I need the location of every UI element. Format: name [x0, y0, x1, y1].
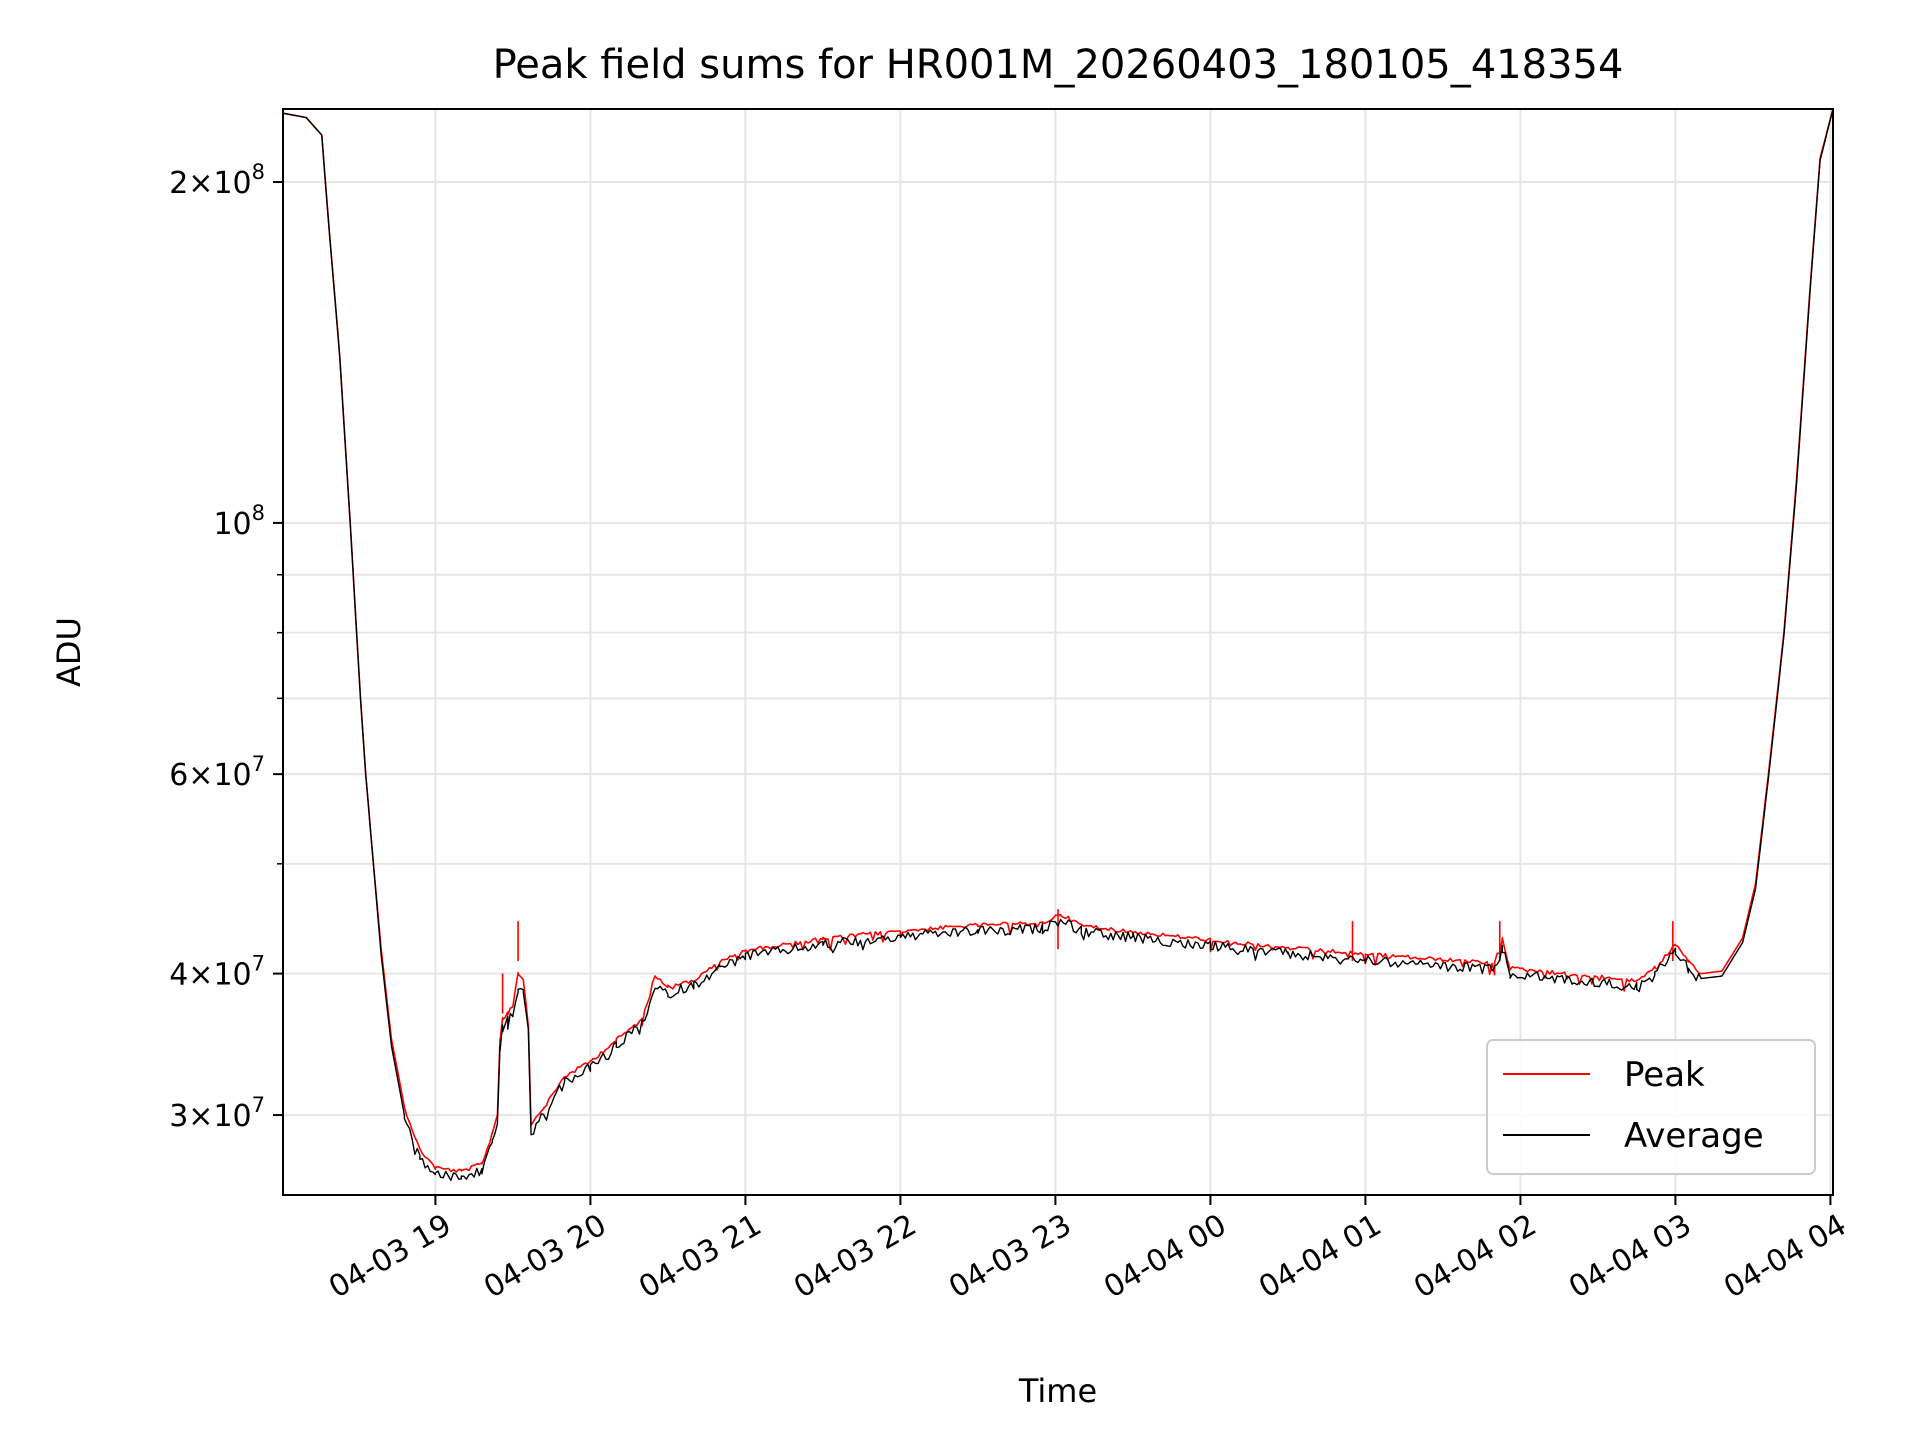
- chart-title: Peak field sums for HR001M_20260403_1801…: [493, 42, 1624, 88]
- y-tick-base: 3×10: [169, 1099, 251, 1134]
- legend-label-peak: Peak: [1624, 1055, 1705, 1095]
- y-tick-label: 4×107: [169, 952, 265, 993]
- y-tick-exponent: 7: [252, 1093, 265, 1117]
- y-tick-label: 3×107: [169, 1093, 265, 1134]
- y-tick-exponent: 8: [252, 160, 265, 184]
- legend-label-average: Average: [1624, 1116, 1764, 1156]
- series-line-average: [283, 109, 1833, 1181]
- series-group: [283, 109, 1833, 1181]
- y-tick-label: 108: [213, 501, 265, 542]
- y-tick-base: 4×10: [169, 958, 251, 993]
- plot-frame: [282, 108, 1834, 1196]
- y-tick-label: 6×107: [169, 752, 265, 793]
- legend: Peak Average: [1486, 1039, 1816, 1175]
- y-tick-base: 10: [213, 507, 251, 542]
- y-tick-base: 6×10: [169, 758, 251, 793]
- y-tick-exponent: 8: [252, 501, 265, 525]
- y-axis-label: ADU: [50, 617, 88, 687]
- y-tick-exponent: 7: [252, 952, 265, 976]
- y-tick-base: 2×10: [169, 166, 251, 201]
- y-tick-exponent: 7: [252, 752, 265, 776]
- y-tick-label: 2×108: [169, 160, 265, 201]
- x-axis-label: Time: [1018, 1372, 1097, 1410]
- series-layer: [283, 109, 1833, 1181]
